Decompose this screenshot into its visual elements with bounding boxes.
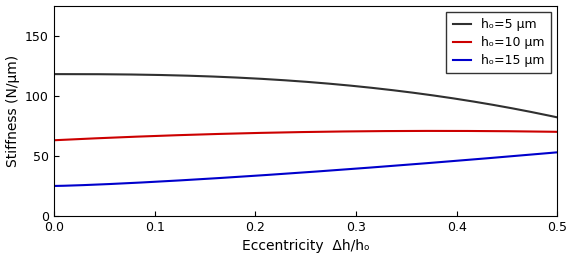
hₒ=10 μm	[289, 131, 296, 134]
Y-axis label: Stiffness (N/μm): Stiffness (N/μm)	[6, 55, 19, 167]
hₒ=10 μm	[433, 129, 439, 132]
Line: hₒ=10 μm: hₒ=10 μm	[54, 131, 558, 140]
hₒ=5 μm	[293, 80, 300, 83]
hₒ=5 μm	[554, 116, 561, 119]
hₒ=15 μm	[323, 169, 330, 172]
hₒ=15 μm	[50, 184, 57, 188]
hₒ=10 μm	[350, 130, 357, 133]
hₒ=5 μm	[463, 99, 470, 102]
Line: hₒ=15 μm: hₒ=15 μm	[54, 152, 558, 186]
hₒ=5 μm	[50, 73, 57, 76]
hₒ=10 μm	[464, 130, 471, 133]
hₒ=10 μm	[50, 139, 57, 142]
Line: hₒ=5 μm: hₒ=5 μm	[54, 74, 558, 117]
Legend: hₒ=5 μm, hₒ=10 μm, hₒ=15 μm: hₒ=5 μm, hₒ=10 μm, hₒ=15 μm	[446, 12, 551, 73]
hₒ=10 μm	[554, 130, 561, 133]
hₒ=15 μm	[542, 152, 549, 155]
hₒ=5 μm	[323, 82, 330, 85]
hₒ=15 μm	[463, 159, 470, 162]
hₒ=15 μm	[554, 151, 561, 154]
hₒ=5 μm	[350, 84, 357, 88]
hₒ=15 μm	[293, 171, 300, 175]
hₒ=10 μm	[543, 130, 550, 133]
hₒ=10 μm	[323, 130, 330, 133]
hₒ=15 μm	[289, 172, 296, 175]
X-axis label: Eccentricity  Δh/hₒ: Eccentricity Δh/hₒ	[242, 239, 370, 254]
hₒ=5 μm	[289, 79, 296, 82]
hₒ=5 μm	[542, 113, 549, 116]
hₒ=15 μm	[350, 167, 357, 170]
hₒ=10 μm	[293, 131, 300, 134]
